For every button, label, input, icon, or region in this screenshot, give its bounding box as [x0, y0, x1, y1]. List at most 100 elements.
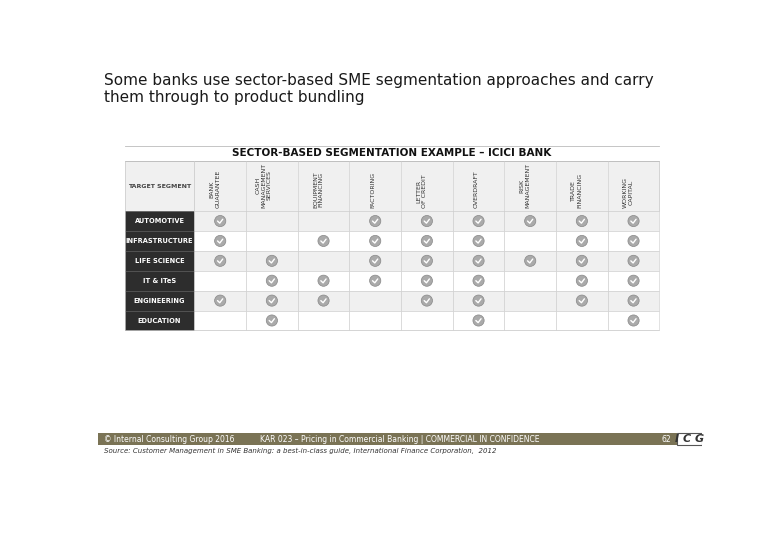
Circle shape: [370, 215, 381, 227]
Circle shape: [628, 255, 639, 266]
Bar: [452, 291, 505, 310]
Circle shape: [473, 275, 484, 286]
Circle shape: [628, 235, 639, 246]
Bar: [505, 231, 556, 251]
Bar: [125, 251, 194, 271]
Text: CASH
MANAGEMENT
SERVICES: CASH MANAGEMENT SERVICES: [255, 163, 272, 208]
Bar: [298, 231, 349, 251]
Bar: [452, 251, 505, 271]
Bar: [194, 271, 246, 291]
Bar: [452, 211, 505, 231]
Circle shape: [576, 295, 587, 306]
Bar: [608, 310, 659, 330]
Bar: [556, 251, 608, 271]
Bar: [349, 310, 401, 330]
Bar: [246, 310, 298, 330]
Bar: [298, 251, 349, 271]
Circle shape: [473, 295, 484, 306]
Circle shape: [370, 255, 381, 266]
Circle shape: [421, 235, 432, 246]
Circle shape: [215, 235, 226, 246]
Bar: [194, 231, 246, 251]
Text: Source: Customer Management in SME Banking: a best-in-class guide, International: Source: Customer Management in SME Banki…: [104, 448, 496, 454]
Circle shape: [215, 215, 226, 227]
Circle shape: [421, 295, 432, 306]
Circle shape: [266, 275, 278, 286]
Circle shape: [215, 295, 226, 306]
Circle shape: [318, 235, 329, 246]
Text: 62: 62: [661, 435, 671, 443]
Circle shape: [266, 255, 278, 266]
Text: RISK
MANAGEMENT: RISK MANAGEMENT: [519, 163, 530, 208]
Bar: [349, 211, 401, 231]
Bar: [349, 271, 401, 291]
Text: AUTOMOTIVE: AUTOMOTIVE: [134, 218, 185, 224]
Bar: [194, 310, 246, 330]
Bar: [452, 310, 505, 330]
Bar: [194, 211, 246, 231]
Bar: [246, 291, 298, 310]
Bar: [505, 291, 556, 310]
Bar: [125, 291, 194, 310]
Bar: [349, 231, 401, 251]
Bar: [246, 211, 298, 231]
Text: Some banks use sector-based SME segmentation approaches and carry
them through t: Some banks use sector-based SME segmenta…: [104, 72, 654, 105]
Bar: [608, 211, 659, 231]
Circle shape: [473, 235, 484, 246]
Bar: [298, 310, 349, 330]
Circle shape: [473, 315, 484, 326]
Text: IT & ITeS: IT & ITeS: [143, 278, 176, 284]
Circle shape: [628, 315, 639, 326]
Bar: [98, 433, 677, 445]
Bar: [556, 271, 608, 291]
Circle shape: [215, 255, 226, 266]
Bar: [505, 211, 556, 231]
Circle shape: [370, 235, 381, 246]
Bar: [556, 291, 608, 310]
Bar: [452, 231, 505, 251]
Bar: [556, 231, 608, 251]
Circle shape: [576, 255, 587, 266]
Bar: [556, 310, 608, 330]
Bar: [125, 211, 194, 231]
Circle shape: [576, 235, 587, 246]
Circle shape: [525, 215, 536, 227]
Bar: [556, 211, 608, 231]
Text: INFRASTRUCTURE: INFRASTRUCTURE: [126, 238, 193, 244]
Bar: [349, 251, 401, 271]
Text: LIFE SCIENCE: LIFE SCIENCE: [135, 258, 184, 264]
Bar: [401, 310, 452, 330]
Circle shape: [318, 295, 329, 306]
Bar: [608, 271, 659, 291]
Bar: [125, 161, 659, 211]
Bar: [298, 211, 349, 231]
Text: OVERDRAFT: OVERDRAFT: [473, 170, 479, 208]
Circle shape: [576, 275, 587, 286]
Bar: [401, 211, 452, 231]
Text: EDUCATION: EDUCATION: [138, 318, 181, 323]
Text: FACTORING: FACTORING: [370, 172, 375, 208]
Circle shape: [628, 275, 639, 286]
Text: SECTOR-BASED SEGMENTATION EXAMPLE – ICICI BANK: SECTOR-BASED SEGMENTATION EXAMPLE – ICIC…: [232, 148, 551, 158]
Circle shape: [421, 255, 432, 266]
Text: ENGINEERING: ENGINEERING: [133, 298, 186, 303]
Bar: [505, 271, 556, 291]
Bar: [608, 231, 659, 251]
Circle shape: [576, 215, 587, 227]
Bar: [125, 310, 194, 330]
Bar: [125, 271, 194, 291]
Circle shape: [266, 315, 278, 326]
Text: © Internal Consulting Group 2016: © Internal Consulting Group 2016: [104, 435, 234, 443]
Circle shape: [421, 275, 432, 286]
Bar: [246, 231, 298, 251]
Text: BANK
GUARANTEE: BANK GUARANTEE: [209, 170, 220, 208]
Bar: [349, 291, 401, 310]
Bar: [505, 251, 556, 271]
Text: TARGET SEGMENT: TARGET SEGMENT: [128, 184, 191, 188]
Circle shape: [370, 275, 381, 286]
Bar: [677, 433, 702, 445]
Text: KAR 023 – Pricing in Commercial Banking | COMMERCIAL IN CONFIDENCE: KAR 023 – Pricing in Commercial Banking …: [260, 435, 540, 443]
Text: EQUIPMENT
FINANCING: EQUIPMENT FINANCING: [313, 171, 324, 208]
Bar: [401, 291, 452, 310]
Circle shape: [473, 255, 484, 266]
